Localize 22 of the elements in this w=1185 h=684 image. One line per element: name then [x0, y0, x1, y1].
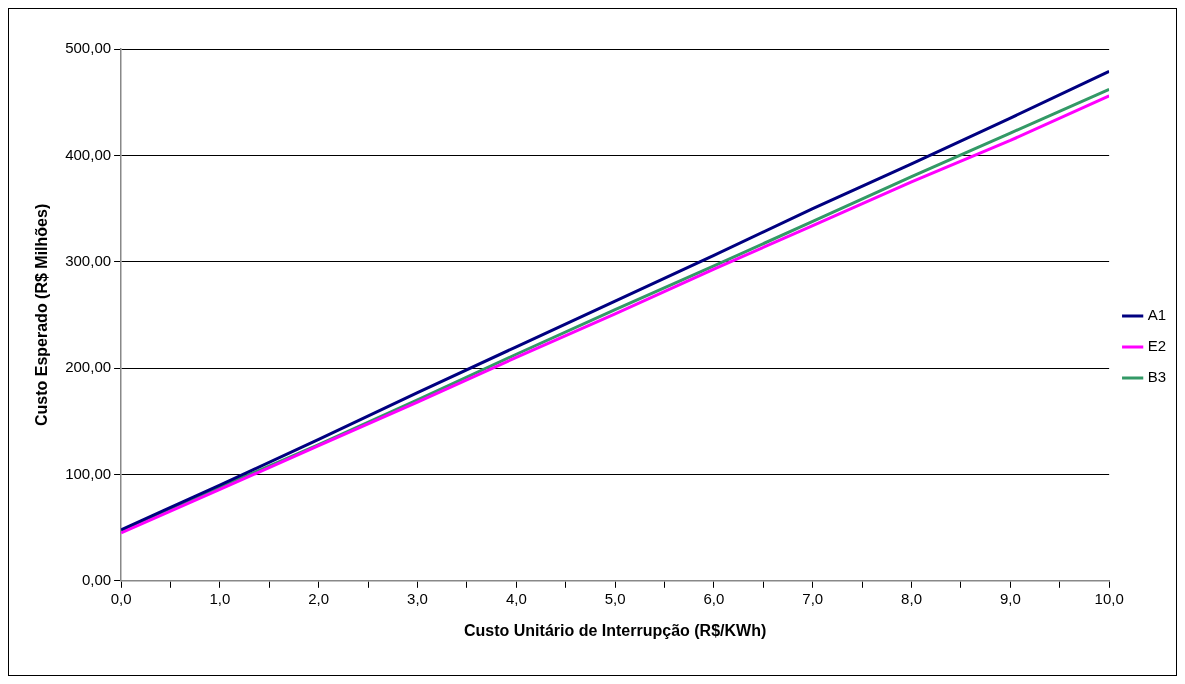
x-tick-label: 3,0	[407, 589, 428, 607]
x-tick-label: 8,0	[901, 589, 922, 607]
y-tick-label: 400,00	[65, 145, 112, 163]
x-tick-label: 5,0	[604, 589, 626, 607]
legend-label: B3	[1147, 368, 1167, 386]
y-tick-label: 200,00	[65, 358, 112, 376]
y-axis-title: Custo Esperado (R$ Milhões)	[33, 203, 51, 427]
x-tick-label: 6,0	[703, 589, 725, 607]
y-tick-label: 300,00	[65, 251, 112, 269]
legend-label: E2	[1147, 337, 1167, 355]
y-tick-label: 0,00	[81, 570, 112, 588]
x-tick-label: 1,0	[209, 589, 231, 607]
y-tick-label: 500,00	[65, 39, 112, 57]
x-tick-label: 2,0	[308, 589, 330, 607]
x-tick-label: 0,0	[110, 589, 132, 607]
x-tick-label: 7,0	[802, 589, 824, 607]
x-axis-title: Custo Unitário de Interrupção (R$/KWh)	[464, 621, 767, 639]
y-tick-label: 100,00	[65, 464, 112, 482]
x-tick-label: 10,0	[1094, 589, 1124, 607]
legend-label: A1	[1147, 306, 1167, 324]
x-tick-label: 4,0	[505, 589, 527, 607]
x-tick-label: 9,0	[999, 589, 1021, 607]
